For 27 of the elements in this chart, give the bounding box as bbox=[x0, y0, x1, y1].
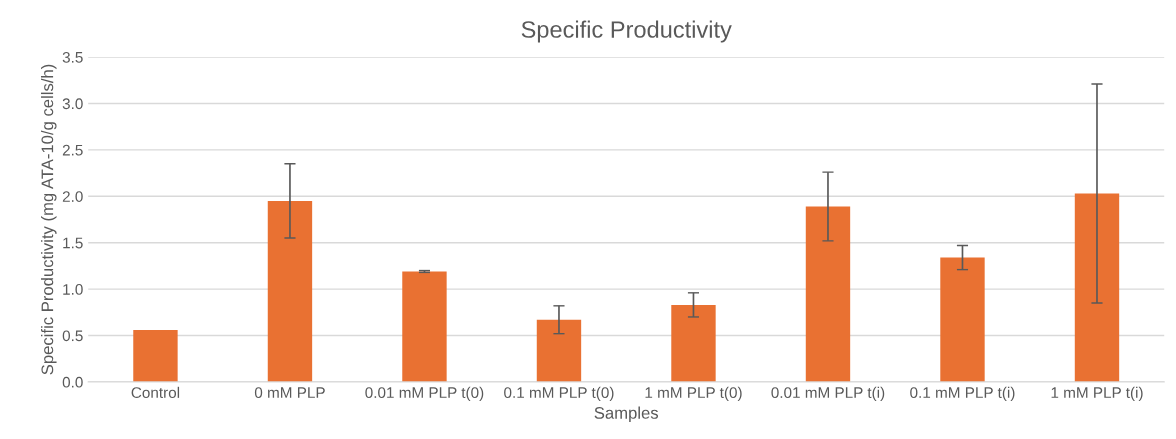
x-tick-label: 0 mM PLP bbox=[254, 387, 325, 399]
bar bbox=[267, 200, 313, 382]
x-tick-label: 0.01 mM PLP t(0) bbox=[365, 386, 484, 402]
x-tick-label: 0.01 mM PLP t(i) bbox=[771, 386, 885, 402]
bar bbox=[133, 329, 178, 382]
x-tick-label: 0.1 mM PLP t(0) bbox=[504, 386, 614, 402]
y-axis-title: Specific Productivity (mg ATA-10/g cells/h) bbox=[41, 64, 57, 375]
y-tick-label: 1.0 bbox=[63, 283, 83, 295]
y-tick-label: 3.0 bbox=[62, 98, 83, 110]
y-tick-label: 2.0 bbox=[62, 191, 83, 202]
x-tick-label: 1 mM PLP t(i) bbox=[1051, 386, 1143, 402]
bar bbox=[402, 271, 447, 382]
y-tick-label: 0.5 bbox=[62, 330, 83, 342]
bar bbox=[940, 257, 985, 382]
bar bbox=[671, 304, 716, 382]
y-tick-label: 0.0 bbox=[62, 376, 83, 388]
x-axis-title: Samples bbox=[594, 406, 659, 423]
x-tick-label: 1 mM PLP t(0) bbox=[645, 386, 742, 402]
x-tick-label: 0.1 mM PLP t(i) bbox=[910, 386, 1015, 402]
y-tick-label: 3.5 bbox=[62, 51, 83, 63]
chart-title: Specific Productivity bbox=[521, 20, 732, 43]
y-tick-label: 2.5 bbox=[62, 144, 83, 156]
y-tick-label: 1.5 bbox=[63, 237, 83, 249]
bar bbox=[805, 206, 851, 382]
x-tick-label: Control bbox=[131, 386, 180, 399]
bar bbox=[536, 319, 582, 382]
bar bbox=[1074, 193, 1120, 382]
